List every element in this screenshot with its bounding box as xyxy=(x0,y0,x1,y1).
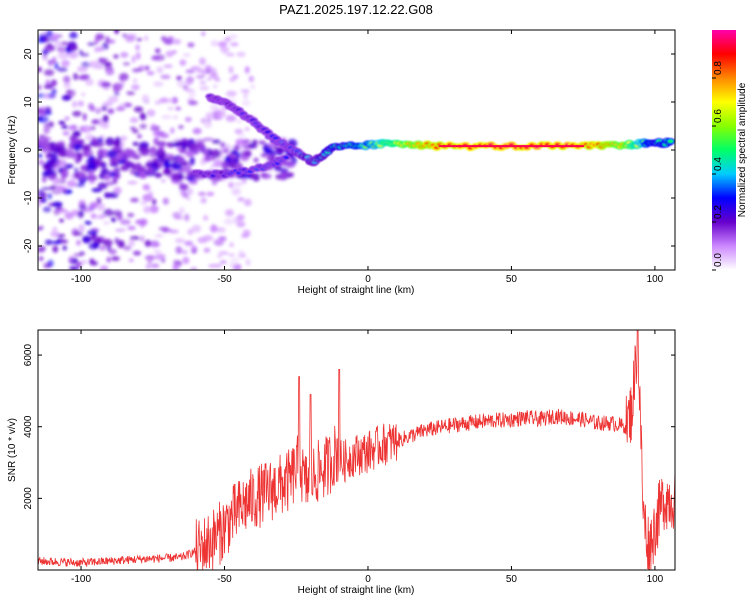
x-tick-label: -50 xyxy=(217,274,232,285)
snr-panel: -100 -50 0 50 100 2000 4000 6000 Height of stra… xyxy=(7,329,676,596)
noise-blobs xyxy=(38,30,298,270)
colorbar-gradient xyxy=(712,30,736,270)
snr-axes: -100 -50 0 50 100 2000 4000 6000 xyxy=(23,330,675,585)
figure-title: PAZ1.2025.197.12.22.G08 xyxy=(279,2,433,17)
colorbar-tick-label: 0.6 xyxy=(713,109,724,123)
x-tick-label: -50 xyxy=(217,574,232,585)
x-tick-label: 50 xyxy=(506,274,518,285)
y-tick-label: 0 xyxy=(23,147,34,153)
y-tick-label: 20 xyxy=(23,48,34,60)
snr-x-label: Height of straight line (km) xyxy=(298,585,415,596)
signal-ridge xyxy=(191,93,675,179)
colorbar-label: Normalized spectral amplitude xyxy=(737,82,748,217)
colorbar-ticks: 0.0 0.2 0.4 0.6 0.8 xyxy=(712,61,724,271)
spectrogram-y-label: Frequency (Hz) xyxy=(7,116,18,185)
colorbar: 0.0 0.2 0.4 0.6 0.8 Normalized spectral ampl… xyxy=(712,30,748,271)
colorbar-tick-label: 0.0 xyxy=(713,253,724,267)
x-tick-label: -100 xyxy=(71,274,91,285)
y-tick-label: -20 xyxy=(23,238,34,253)
x-tick-label: -100 xyxy=(71,574,91,585)
y-tick-label: 4000 xyxy=(23,415,34,438)
snr-plot xyxy=(38,330,675,570)
x-tick-label: 0 xyxy=(365,274,371,285)
x-tick-label: 100 xyxy=(647,574,664,585)
snr-line xyxy=(38,330,675,570)
y-tick-label: -10 xyxy=(23,190,34,205)
spectrogram-x-label: Height of straight line (km) xyxy=(298,285,415,296)
x-tick-label: 100 xyxy=(647,274,664,285)
spectrogram-heatmap xyxy=(38,30,675,270)
colorbar-tick-label: 0.2 xyxy=(713,205,724,219)
spectrogram-frame xyxy=(37,29,676,271)
snr-frame xyxy=(37,329,676,571)
colorbar-tick-label: 0.8 xyxy=(713,61,724,75)
x-tick-label: 0 xyxy=(365,574,371,585)
colorbar-tick-label: 0.4 xyxy=(713,157,724,171)
y-tick-label: 2000 xyxy=(23,487,34,510)
x-tick-label: 50 xyxy=(506,574,518,585)
y-tick-label: 10 xyxy=(23,96,34,108)
snr-y-label: SNR (10 * v/v) xyxy=(7,418,18,482)
y-tick-label: 6000 xyxy=(23,344,34,367)
